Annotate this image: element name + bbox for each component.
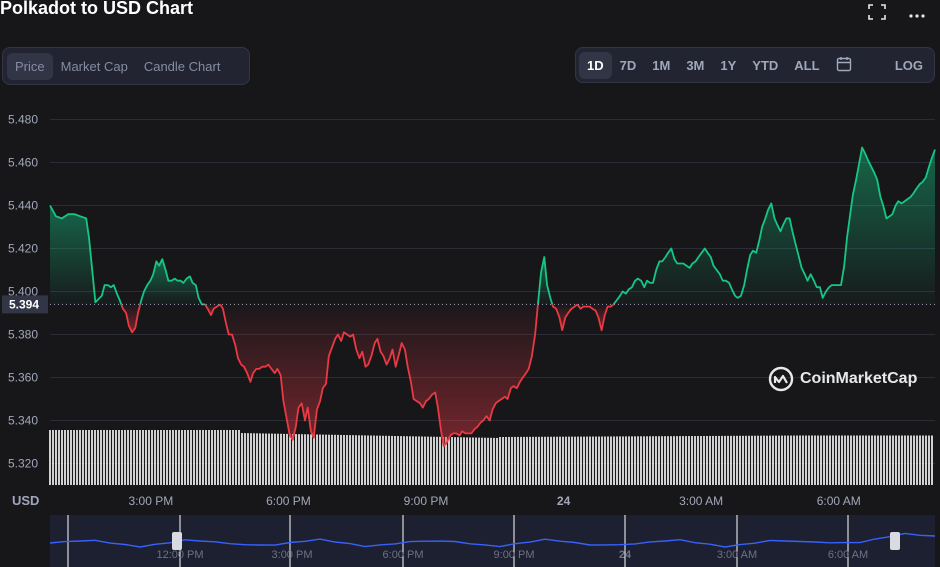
price-line-up [537, 256, 554, 305]
area-above-reference [613, 147, 935, 305]
price-line-down [576, 303, 615, 332]
tab-price[interactable]: Price [7, 52, 53, 80]
navigator-handle-left[interactable] [172, 532, 182, 550]
price-line-down [120, 304, 142, 334]
navigator-tick-label: 3:00 PM [272, 549, 313, 561]
x-tick-label: 6:00 AM [817, 494, 861, 508]
y-tick-label: 5.380 [8, 328, 38, 342]
navigator-line [49, 532, 936, 548]
watermark-text: CoinMarketCap [800, 370, 918, 387]
time-navigator: 12:00 PM 3:00 PM 6:00 PM 9:00 PM 24 3:00 AM 6:… [49, 515, 936, 567]
y-tick-label: 5.400 [8, 285, 38, 299]
y-axis-ticks: 5.320 5.340 5.360 5.380 5.400 5.420 5.440 5.460… [8, 113, 38, 471]
y-tick-label: 5.360 [8, 371, 38, 385]
x-tick-label: 3:00 PM [129, 494, 174, 508]
price-area [50, 147, 935, 447]
navigator-tick-label: 3:00 AM [717, 549, 757, 561]
range-1y[interactable]: 1Y [720, 57, 737, 73]
range-ytd[interactable]: YTD [752, 57, 779, 73]
navigator-tick-label: 24 [619, 549, 632, 561]
price-line-down [551, 303, 578, 332]
range-all[interactable]: ALL [794, 57, 820, 73]
x-tick-label: 24 [557, 494, 571, 508]
fullscreen-icon[interactable] [868, 4, 886, 25]
navigator-tick-label: 9:00 PM [494, 549, 535, 561]
price-line-up [612, 146, 936, 305]
currency-label: USD [12, 493, 40, 508]
area-above-reference [50, 205, 122, 305]
price-line-up [49, 205, 123, 305]
navigator-tick-label: 12:00 PM [156, 549, 203, 561]
navigator-tick-label: 6:00 PM [383, 549, 424, 561]
y-tick-label: 5.320 [8, 457, 38, 471]
range-1m[interactable]: 1M [652, 57, 671, 73]
range-7d[interactable]: 7D [619, 57, 637, 73]
area-below-reference [577, 304, 614, 331]
area-above-reference [140, 259, 205, 305]
reference-price-label: 5.394 [9, 297, 39, 311]
y-tick-label: 5.420 [8, 242, 38, 256]
range-1d[interactable]: 1D [579, 51, 612, 79]
tab-market-cap[interactable]: Market Cap [60, 58, 128, 74]
y-tick-label: 5.460 [8, 156, 38, 170]
y-tick-label: 5.440 [8, 199, 38, 213]
reference-price-badge [2, 295, 48, 314]
log-toggle[interactable]: LOG [894, 57, 923, 73]
x-tick-label: 9:00 PM [404, 494, 449, 508]
chart-type-tabs: Price Market Cap Candle Chart [2, 47, 250, 85]
tab-candle-chart[interactable]: Candle Chart [143, 58, 221, 74]
x-tick-label: 3:00 AM [679, 494, 723, 508]
price-line-down [219, 303, 539, 448]
price-line-up [139, 258, 205, 306]
volume-bars [49, 430, 933, 485]
x-axis-ticks: 3:00 PM 6:00 PM 9:00 PM 24 3:00 AM 6:00 AM [129, 494, 861, 508]
range-selector: 1D 7D 1M 3M 1Y YTD ALL LOG [575, 47, 935, 83]
price-line [49, 146, 936, 448]
price-line-down [204, 303, 221, 316]
range-3m[interactable]: 3M [686, 57, 705, 73]
x-tick-label: 6:00 PM [266, 494, 311, 508]
y-tick-label: 5.340 [8, 414, 38, 428]
navigator-tick-label: 6:00 AM [828, 549, 868, 561]
page-title: Polkadot to USD Chart [0, 0, 194, 18]
more-icon[interactable] [908, 6, 926, 24]
watermark: CoinMarketCap [768, 366, 917, 392]
navigator-handle-right[interactable] [890, 532, 900, 550]
coinmarketcap-logo-icon [768, 366, 794, 392]
y-tick-label: 5.480 [8, 113, 38, 127]
reference-price-line: 5.394 [2, 295, 935, 314]
calendar-icon[interactable] [828, 50, 860, 81]
header-actions [868, 4, 926, 25]
area-below-reference [220, 304, 538, 447]
